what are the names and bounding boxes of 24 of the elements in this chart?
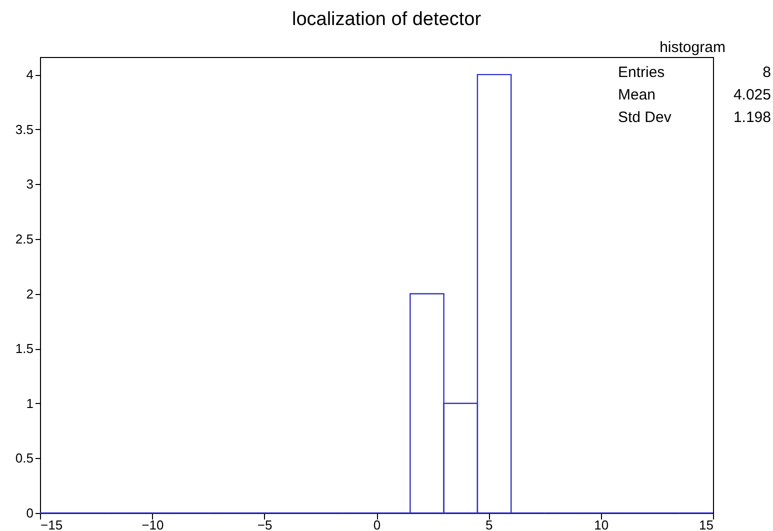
x-tick-label: −5 (257, 518, 272, 531)
x-tick-label: −15 (40, 518, 63, 531)
x-tick-label: 15 (699, 518, 714, 531)
x-tick-label: 5 (486, 518, 493, 531)
y-tick-label: 2.5 (15, 231, 34, 246)
chart-title: localization of detector (292, 9, 482, 30)
y-tick-label: 0 (26, 506, 34, 520)
y-tick-label: 4 (26, 67, 34, 82)
annotation: Mean (618, 86, 656, 104)
x-tick-label: 0 (373, 518, 381, 531)
annotation: Entries (618, 64, 665, 81)
text: 1.198 (733, 109, 771, 126)
text: 8 (762, 64, 771, 81)
text: 4.025 (733, 86, 771, 104)
x-tick-label: −10 (142, 518, 164, 531)
y-tick-label: 2 (26, 286, 34, 302)
y-tick-label: 3.5 (15, 122, 34, 137)
y-tick-label: 1.5 (15, 341, 34, 356)
y-tick-label: 1 (26, 396, 34, 411)
annotation: Std Dev (618, 109, 672, 126)
y-tick-label: 0.5 (15, 450, 34, 466)
y-tick-label: 3 (26, 176, 34, 192)
x-tick-label: 10 (594, 518, 609, 531)
text: histogram (660, 39, 726, 56)
